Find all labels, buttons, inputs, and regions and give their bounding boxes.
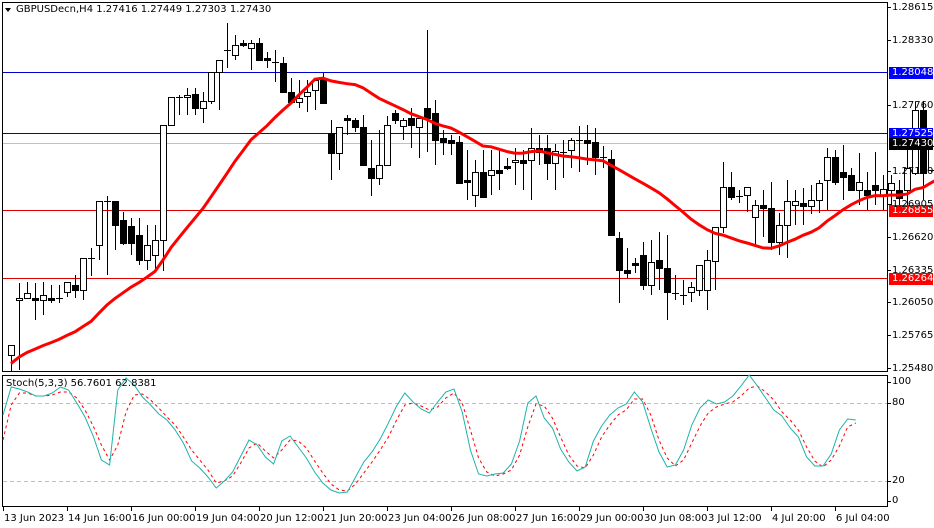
price-tick-label: 1.26620	[892, 231, 934, 243]
price-tick-label: 1.27760	[892, 99, 934, 111]
price-tick-label: 1.27190	[892, 165, 934, 177]
time-tick-label: 3 Jul 12:00	[708, 513, 762, 524]
stoch-axis-label: 20	[892, 475, 905, 486]
time-tick-label: 30 Jun 08:00	[644, 513, 708, 524]
level-price-tag: 1.28048	[889, 66, 933, 79]
time-tick-label: 13 Jun 2023	[4, 513, 65, 524]
time-tick-label: 27 Jun 16:00	[516, 513, 580, 524]
price-tick-label: 1.25480	[892, 362, 934, 374]
horizontal-levels	[3, 72, 887, 279]
time-tick-label: 21 Jun 20:00	[324, 513, 388, 524]
time-tick-label: 20 Jun 12:00	[260, 513, 324, 524]
candlesticks	[8, 23, 934, 372]
price-tick-label: 1.26335	[892, 264, 934, 276]
stoch-axis-label: 80	[892, 397, 905, 408]
time-tick-label: 16 Jun 00:00	[132, 513, 196, 524]
time-tick-label: 19 Jun 04:00	[196, 513, 260, 524]
price-tick-label: 1.28615	[892, 1, 934, 13]
time-tick-label: 6 Jul 04:00	[836, 513, 890, 524]
stoch-axis-label: 100	[892, 376, 912, 387]
price-tick-label: 1.26050	[892, 296, 934, 308]
stoch-title: Stoch(5,3,3) 56.7601 62.8381	[6, 378, 157, 389]
level-price-tag: 1.26855	[889, 204, 933, 217]
price-tick-label: 1.25765	[892, 329, 934, 341]
time-tick-label: 14 Jun 16:00	[68, 513, 132, 524]
level-price-tag: 1.27525	[889, 127, 933, 140]
time-tick-label: 4 Jul 20:00	[772, 513, 826, 524]
stoch-axis-label: 0	[892, 495, 899, 506]
level-price-tag: 1.26264	[889, 272, 933, 285]
moving-average-line	[10, 76, 934, 365]
stoch-main-line	[2, 374, 856, 494]
time-tick-label: 23 Jun 04:00	[388, 513, 452, 524]
title-dropdown-icon[interactable]	[5, 8, 11, 12]
price-tick-label: 1.26905	[892, 198, 934, 210]
time-tick-label: 26 Jun 08:00	[452, 513, 516, 524]
main-chart-frame	[2, 2, 888, 372]
price-tick-label: 1.28330	[892, 34, 934, 46]
chart-title: GBPUSDecn,H4 1.27416 1.27449 1.27303 1.2…	[16, 4, 272, 15]
current-price-tag: 1.27430	[889, 137, 933, 150]
time-tick-label: 29 Jun 00:00	[580, 513, 644, 524]
